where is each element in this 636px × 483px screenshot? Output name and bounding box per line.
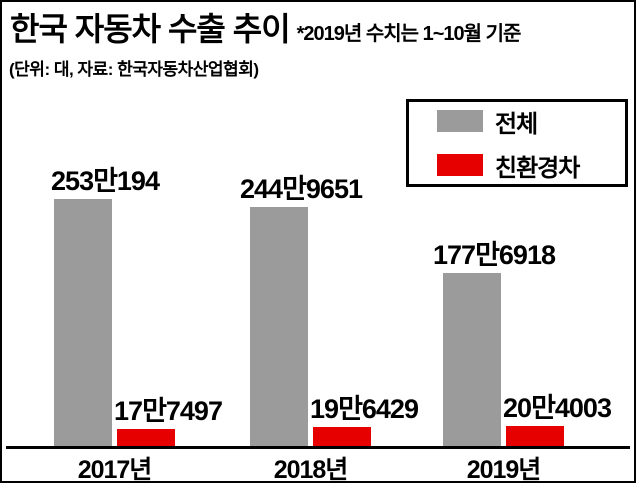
- x-axis-label-2019년: 2019년: [466, 456, 542, 483]
- bar-value-label-eco-2017년: 17만7497: [114, 396, 223, 426]
- bar-eco-2017년: [117, 429, 175, 446]
- x-axis-label-2017년: 2017년: [77, 456, 153, 483]
- bar-total-2017년: [54, 199, 112, 446]
- bar-total-2018년: [250, 207, 308, 446]
- bar-eco-2018년: [313, 427, 371, 446]
- legend-swatch-total: [437, 110, 483, 132]
- bar-value-label-total-2017년: 253만194: [51, 166, 160, 196]
- header: 한국 자동차 수출 추이 *2019년 수치는 1~10월 기준: [10, 10, 522, 48]
- bar-value-label-eco-2019년: 20만4003: [503, 393, 612, 423]
- x-axis-line: [6, 446, 630, 449]
- bar-value-label-eco-2018년: 19만6429: [310, 394, 419, 424]
- x-axis-label-2018년: 2018년: [273, 456, 349, 483]
- bar-total-2019년: [443, 273, 501, 446]
- bar-eco-2019년: [506, 426, 564, 446]
- chart-unit-source: (단위: 대, 자료: 한국자동차산업협회): [9, 60, 259, 79]
- legend-item-total: 전체: [437, 104, 625, 139]
- legend-label-eco: 친환경차: [495, 154, 580, 182]
- legend: 전체 친환경차: [406, 99, 628, 187]
- legend-item-eco: 친환경차: [437, 148, 625, 183]
- bar-value-label-total-2018년: 244만9651: [240, 174, 363, 204]
- legend-label-total: 전체: [495, 110, 538, 138]
- chart-note: *2019년 수치는 1~10월 기준: [296, 23, 522, 45]
- chart-title: 한국 자동차 수출 추이: [10, 11, 291, 47]
- legend-swatch-eco: [437, 154, 483, 176]
- bar-value-label-total-2019년: 177만6918: [433, 240, 556, 270]
